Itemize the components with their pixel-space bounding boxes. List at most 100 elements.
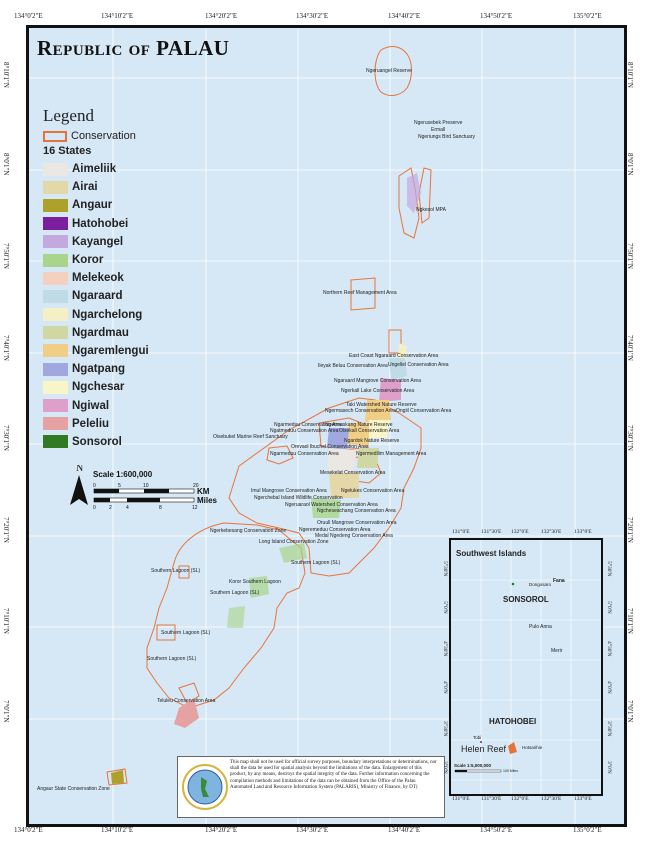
place-label: Ngermasech Conservation Area bbox=[325, 408, 396, 414]
place-label: Teluleu Conservation Area bbox=[157, 698, 216, 704]
place-label: Ngcheseachang Conservation Area bbox=[317, 508, 396, 514]
place-label: Angaur State Conservation Zone bbox=[37, 786, 110, 792]
state-label: Sonsorol bbox=[72, 435, 122, 448]
place-label: Southern Lagoon (SL) bbox=[291, 560, 341, 566]
inset-label-hotsarihie: Hotsarihie bbox=[522, 745, 543, 750]
map-canvas bbox=[29, 28, 624, 824]
states-heading: 16 States bbox=[43, 145, 92, 157]
place-label: Southern Lagoon (SL) bbox=[210, 590, 260, 596]
inset-latitude-label: 5°30'N bbox=[442, 561, 448, 577]
latitude-label: 7°30'1"N bbox=[2, 425, 10, 451]
latitude-label: 7°30'1"N bbox=[626, 425, 634, 451]
mile-unit: Miles bbox=[197, 496, 218, 505]
place-label: Taki Watershed Nature Reserve bbox=[346, 402, 417, 408]
place-label: Ngardok Nature Reserve bbox=[344, 438, 400, 444]
longitude-label: 134°10'2"E bbox=[101, 826, 134, 834]
longitude-label: 135°0'2"E bbox=[573, 12, 602, 20]
place-label: Northern Reef Management Area bbox=[323, 290, 397, 296]
longitude-label: 134°30'2"E bbox=[296, 826, 329, 834]
longitude-label: 134°30'2"E bbox=[296, 12, 329, 20]
state-swatch bbox=[43, 380, 68, 394]
state-label: Ngaremlengui bbox=[72, 344, 149, 357]
legend-state-angaur: Angaur bbox=[43, 196, 149, 214]
state-label: Ngardmau bbox=[72, 326, 129, 339]
inset-label-pulo-anna: Pulo Anna bbox=[529, 624, 552, 630]
place-label: Oisebukel Marine Reef Sanctuary bbox=[213, 434, 288, 440]
inset-canvas bbox=[451, 540, 601, 794]
place-label: Oruull Mangrove Conservation Area bbox=[317, 520, 397, 526]
legend-state-aimeliik: Aimeliik bbox=[43, 160, 149, 178]
longitude-label: 135°0'2"E bbox=[573, 826, 602, 834]
place-label: East Coast Ngaraard Conservation Area bbox=[349, 353, 439, 359]
km-tick: 0 bbox=[93, 483, 96, 489]
state-swatch bbox=[43, 344, 68, 358]
state-swatch bbox=[43, 326, 68, 340]
inset-longitude-label: 133°0'E bbox=[574, 796, 592, 802]
inset-latitude-label: 4°30'N bbox=[606, 641, 612, 657]
state-label: Hatohobei bbox=[72, 217, 129, 230]
place-label: Ngeriungs Bird Sanctuary bbox=[418, 134, 475, 140]
legend-state-ngardmau: Ngardmau bbox=[43, 324, 149, 342]
place-label: Ngarmeduu Conservation Area bbox=[270, 451, 339, 457]
place-label: Ngeruangel Reserve bbox=[366, 68, 412, 74]
longitude-label: 134°20'2"E bbox=[205, 826, 238, 834]
inset-longitude-label: 131°0'E bbox=[452, 529, 470, 535]
legend-state-ngaremlengui: Ngaremlengui bbox=[43, 342, 149, 360]
inset-longitude-label: 132°0'E bbox=[511, 796, 529, 802]
state-label: Peleliu bbox=[72, 417, 110, 430]
state-swatch bbox=[43, 308, 68, 322]
place-label: Ngermeskang Nature Reserve bbox=[325, 422, 393, 428]
state-swatch bbox=[43, 362, 68, 376]
place-label: Ongiil Conservation Area bbox=[396, 408, 452, 414]
legend-state-kayangel: Kayangel bbox=[43, 233, 149, 251]
latitude-label: 7°20'1"N bbox=[2, 517, 10, 543]
inset-latitude-label: 4°0'N bbox=[606, 681, 612, 694]
longitude-label: 134°50'2"E bbox=[480, 12, 513, 20]
place-label: Mesekelat Conservation Area bbox=[320, 470, 386, 476]
place-label: Ngelukes Conservation Area bbox=[341, 488, 405, 494]
legend-state-peleliu: Peleliu bbox=[43, 415, 149, 433]
latitude-label: 7°40'1"N bbox=[2, 335, 10, 361]
latitude-label: 8°10'1"N bbox=[626, 62, 634, 88]
latitude-label: 8°10'1"N bbox=[2, 62, 10, 88]
scale-graphic: N Scale 1:600,000 0 5 10 20 KM Miles 0 2… bbox=[70, 463, 218, 511]
place-label: Ngerkebesang Conservation Zone bbox=[210, 528, 287, 534]
place-label: Ngerchebal Island Wildlife Conservation bbox=[254, 495, 343, 501]
mile-tick: 2 bbox=[109, 505, 112, 511]
latitude-label: 7°0'1"N bbox=[2, 700, 10, 723]
inset-longitude-label: 131°30'E bbox=[481, 796, 502, 802]
legend-state-sonsorol: Sonsorol bbox=[43, 433, 149, 451]
inset-label-merir: Merir bbox=[551, 648, 563, 654]
place-label: Ngeruaraol Watershed Conservation Area bbox=[285, 502, 378, 508]
inset-map-southwest-islands: Southwest Islands Fana Dongosaro SONSORO… bbox=[449, 538, 603, 796]
inset-label-sonsorol: SONSOROL bbox=[503, 595, 549, 604]
state-label: Aimeliik bbox=[72, 163, 117, 176]
inset-longitude-label: 131°0'E bbox=[452, 796, 470, 802]
legend-state-ngatpang: Ngatpang bbox=[43, 360, 149, 378]
km-tick: 10 bbox=[143, 483, 149, 489]
helen-reef-shape bbox=[508, 742, 517, 754]
scale-bar: N Scale 1:600,000 0 5 10 20 KM Miles 0 2… bbox=[67, 463, 237, 540]
state-swatch bbox=[43, 253, 68, 267]
inset-label-helen-reef: Helen Reef bbox=[461, 744, 507, 754]
place-label: Orevaol Ibuchel Conservation Area bbox=[291, 444, 369, 450]
longitude-label: 134°40'2"E bbox=[388, 826, 421, 834]
inset-latitude-label: 4°0'N bbox=[442, 681, 448, 694]
place-label: Ngerusebek Preserve bbox=[414, 120, 463, 126]
place-label: Ngkesol MPA bbox=[416, 207, 446, 213]
place-label: Ungellel Conservation Area bbox=[388, 362, 449, 368]
place-label: Southern Lagoon (SL) bbox=[151, 568, 201, 574]
inset-label-fana: Fana bbox=[553, 578, 565, 584]
legend: Legend Conservation 16 States Aimeliik Ai… bbox=[43, 106, 149, 451]
state-swatch bbox=[43, 271, 68, 285]
place-label: Ngerkall Lake Conservation Area bbox=[341, 388, 415, 394]
place-label: Imul Mangrove Conservation Area bbox=[251, 488, 327, 494]
latitude-label: 7°0'1"N bbox=[626, 700, 634, 723]
latitude-label: 7°10'1"N bbox=[626, 608, 634, 634]
legend-state-hatohobei: Hatohobei bbox=[43, 215, 149, 233]
state-label: Angaur bbox=[72, 199, 113, 212]
disclaimer-box: This map shall not be used for official … bbox=[177, 756, 445, 818]
inset-latitude-label: 3°30'N bbox=[442, 721, 448, 737]
legend-state-ngchesar: Ngchesar bbox=[43, 378, 149, 396]
inset-longitude-label: 132°0'E bbox=[511, 529, 529, 535]
